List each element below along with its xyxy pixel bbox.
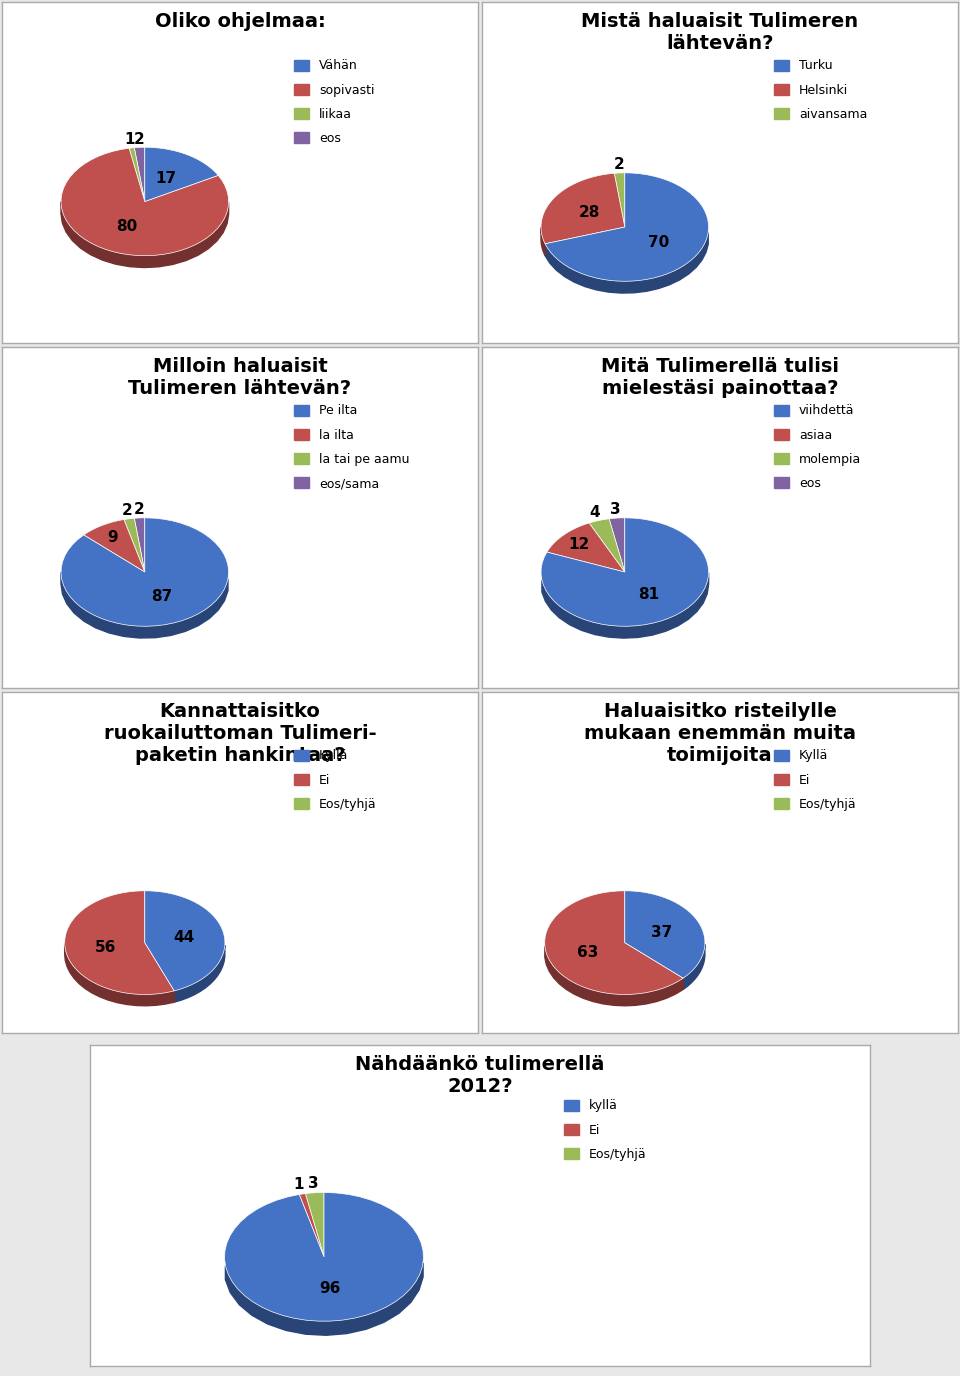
- Text: 2: 2: [613, 157, 624, 172]
- Text: 9: 9: [108, 530, 118, 545]
- Polygon shape: [614, 173, 625, 227]
- Text: 3: 3: [611, 502, 621, 517]
- Polygon shape: [547, 523, 625, 572]
- Legend: kyllä, Ei, Eos/tyhjä: kyllä, Ei, Eos/tyhjä: [564, 1099, 647, 1161]
- Text: 1: 1: [125, 132, 135, 147]
- Text: 44: 44: [174, 930, 195, 945]
- Legend: Kyllä, Ei, Eos/tyhjä: Kyllä, Ei, Eos/tyhjä: [294, 750, 376, 810]
- Polygon shape: [145, 890, 225, 991]
- Polygon shape: [84, 520, 145, 572]
- Text: 4: 4: [589, 505, 600, 520]
- Text: 28: 28: [579, 205, 600, 220]
- Polygon shape: [61, 149, 228, 256]
- Polygon shape: [542, 572, 708, 638]
- Polygon shape: [129, 147, 145, 201]
- Text: 70: 70: [648, 235, 669, 250]
- Text: Nähdäänkö tulimerellä
2012?: Nähdäänkö tulimerellä 2012?: [355, 1054, 605, 1095]
- Polygon shape: [300, 1193, 324, 1256]
- Text: Mitä Tulimerellä tulisi
mielestäsi painottaa?: Mitä Tulimerellä tulisi mielestäsi paino…: [601, 358, 839, 398]
- Polygon shape: [625, 890, 705, 978]
- Polygon shape: [61, 572, 228, 638]
- Polygon shape: [545, 233, 708, 293]
- Text: 81: 81: [637, 588, 659, 601]
- Text: 12: 12: [568, 537, 589, 552]
- Polygon shape: [589, 519, 625, 572]
- Text: 96: 96: [320, 1281, 341, 1296]
- Polygon shape: [544, 890, 684, 995]
- Polygon shape: [175, 945, 225, 1002]
- Text: 37: 37: [651, 925, 672, 940]
- Polygon shape: [226, 1263, 423, 1335]
- Legend: Turku, Helsinki, aivansama: Turku, Helsinki, aivansama: [774, 59, 867, 121]
- Text: Oliko ohjelmaa:: Oliko ohjelmaa:: [155, 12, 325, 32]
- Polygon shape: [64, 943, 175, 1006]
- Polygon shape: [545, 947, 684, 1006]
- Polygon shape: [134, 147, 145, 201]
- Polygon shape: [145, 147, 218, 201]
- Polygon shape: [134, 517, 145, 572]
- Text: 17: 17: [156, 171, 177, 186]
- Polygon shape: [541, 227, 545, 256]
- Text: 63: 63: [577, 945, 599, 960]
- Polygon shape: [225, 1193, 423, 1321]
- Text: 2: 2: [133, 502, 144, 517]
- Text: 3: 3: [308, 1175, 319, 1190]
- Text: 2: 2: [133, 132, 144, 147]
- Polygon shape: [305, 1193, 324, 1256]
- Legend: Pe ilta, la ilta, la tai pe aamu, eos/sama: Pe ilta, la ilta, la tai pe aamu, eos/sa…: [294, 405, 409, 490]
- Legend: viihdettä, asiaa, molempia, eos: viihdettä, asiaa, molempia, eos: [774, 405, 861, 490]
- Polygon shape: [61, 202, 228, 267]
- Text: 80: 80: [116, 219, 137, 234]
- Legend: Kyllä, Ei, Eos/tyhjä: Kyllä, Ei, Eos/tyhjä: [774, 750, 856, 810]
- Text: 2: 2: [121, 504, 132, 519]
- Text: 56: 56: [95, 940, 116, 955]
- Text: Mistä haluaisit Tulimeren
lähtevän?: Mistä haluaisit Tulimeren lähtevän?: [582, 12, 858, 54]
- Polygon shape: [545, 173, 708, 281]
- Text: Milloin haluaisit
Tulimeren lähtevän?: Milloin haluaisit Tulimeren lähtevän?: [129, 358, 351, 398]
- Text: Kannattaisitko
ruokailuttoman Tulimeri-
paketin hankintaa?: Kannattaisitko ruokailuttoman Tulimeri- …: [104, 702, 376, 765]
- Polygon shape: [541, 173, 625, 244]
- Polygon shape: [541, 517, 708, 626]
- Polygon shape: [684, 944, 705, 989]
- Text: Haluaisitko risteilylle
mukaan enemmän muita
toimijoita: Haluaisitko risteilylle mukaan enemmän m…: [584, 702, 856, 765]
- Polygon shape: [609, 517, 625, 572]
- Polygon shape: [64, 890, 175, 995]
- Polygon shape: [124, 519, 145, 572]
- Polygon shape: [61, 517, 228, 626]
- Text: 1: 1: [294, 1176, 304, 1192]
- Legend: Vähän, sopivasti, liikaa, eos: Vähän, sopivasti, liikaa, eos: [294, 59, 374, 144]
- Text: 87: 87: [151, 589, 172, 604]
